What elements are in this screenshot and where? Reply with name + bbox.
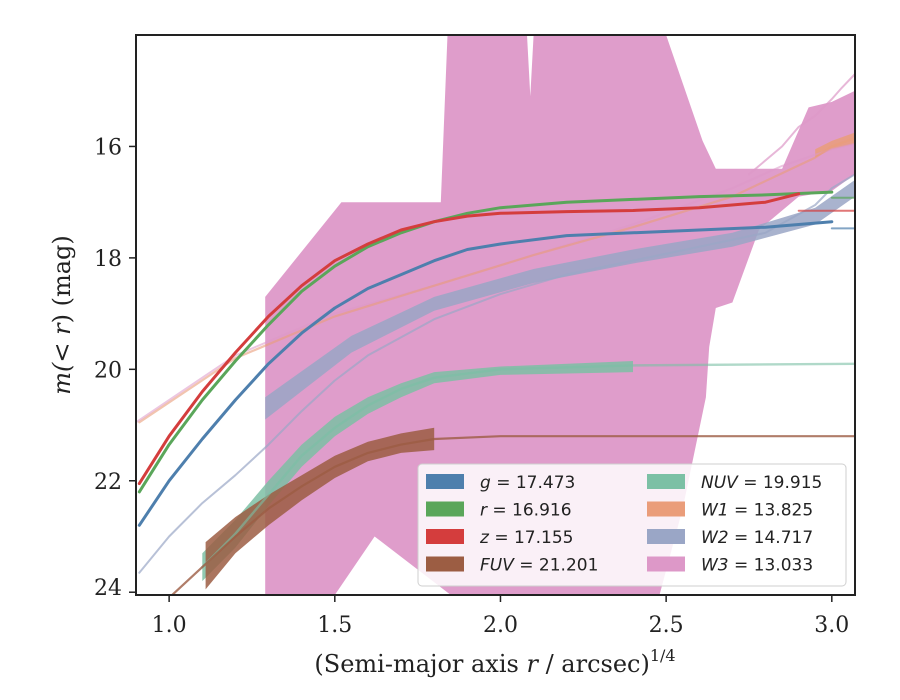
legend-var-w2: W2 [701,528,729,548]
w2-line [138,173,855,574]
legend-swatch-g [426,474,464,489]
x-tick-label: 1.0 [152,613,187,638]
line-layer [136,73,855,595]
legend-var-g: g [480,473,491,493]
x-axis-label-suffix: / arcsec) [538,650,650,678]
x-axis: 1.0 1.5 2.0 2.5 3.0 [152,595,849,638]
legend-label-w1: W1 = 13.825 [701,501,813,521]
legend-label-z: z = 17.155 [479,528,573,548]
legend-swatch-fuv [426,556,464,572]
y-tick-label: 22 [94,470,122,495]
legend-label-fuv: FUV = 21.201 [480,556,598,576]
y-axis-label-var: < r [48,322,76,363]
y-tick-label: 18 [94,247,122,272]
legend-value-fuv: = 21.201 [514,556,599,576]
legend-value-w1: = 13.825 [729,501,814,521]
r-line [137,190,834,494]
x-tick-label: 3.0 [814,613,849,638]
x-tick-label: 2.5 [649,613,684,638]
x-tick-label: 1.5 [317,613,352,638]
w3-curve [748,73,855,176]
w3-band [265,35,855,595]
y-tick-label: 16 [94,135,122,160]
legend-label-r: r = 16.916 [480,501,572,521]
plot-frame [135,34,856,596]
x-axis-label-exponent: 1/4 [650,646,676,665]
legend-var-nuv: NUV [701,473,739,493]
legend-swatch-w1 [647,501,685,517]
y-tick-label: 20 [94,358,122,383]
y-axis-label-prefix: m( [48,362,76,395]
legend-label-nuv: NUV = 19.915 [701,473,822,493]
legend-value-z: = 17.155 [489,528,574,548]
legend-value-w2: = 14.717 [729,528,814,548]
legend-value-w3: = 13.033 [729,556,814,576]
legend-value-g: = 17.473 [491,473,576,493]
legend-label-w2: W2 = 14.717 [701,528,813,548]
legend-var-fuv: FUV [480,556,515,576]
legend-var-w3: W3 [701,556,729,576]
legend-box [417,463,847,587]
legend-var-r: r [480,501,488,521]
x-axis-label-prefix: (Semi-major axis [314,650,526,678]
x-axis-label: (Semi-major axis r / arcsec)1/4 [314,646,675,678]
legend-var-w1: W1 [701,501,729,521]
legend-swatch-r [426,501,464,517]
y-tick-label: 24 [94,576,122,601]
y-axis-label: m(< r) (mag) [48,235,76,395]
fuv-line [170,435,855,595]
legend-label-w3: W3 = 13.033 [701,556,813,576]
legend-value-nuv: = 19.915 [738,473,823,493]
w3-line [136,142,855,424]
legend-swatch-w2 [647,529,685,544]
z-line [137,192,801,486]
nuv-line [201,362,855,569]
y-axis: 16 18 20 22 24 [94,135,136,601]
legend-value-r: = 16.916 [487,501,572,521]
y-axis-label-suffix: ) (mag) [48,235,76,323]
x-tick-label: 2.0 [483,613,518,638]
w1-line [138,137,855,424]
x-axis-label-var: r [526,650,539,678]
w2-band [265,179,855,420]
legend-swatch-nuv [647,474,685,489]
legend-swatch-w3 [647,556,685,572]
legend-var-z: z [479,528,490,548]
g-line [137,220,834,527]
legend-swatch-z [426,529,464,544]
legend-label-g: g = 17.473 [480,473,575,493]
